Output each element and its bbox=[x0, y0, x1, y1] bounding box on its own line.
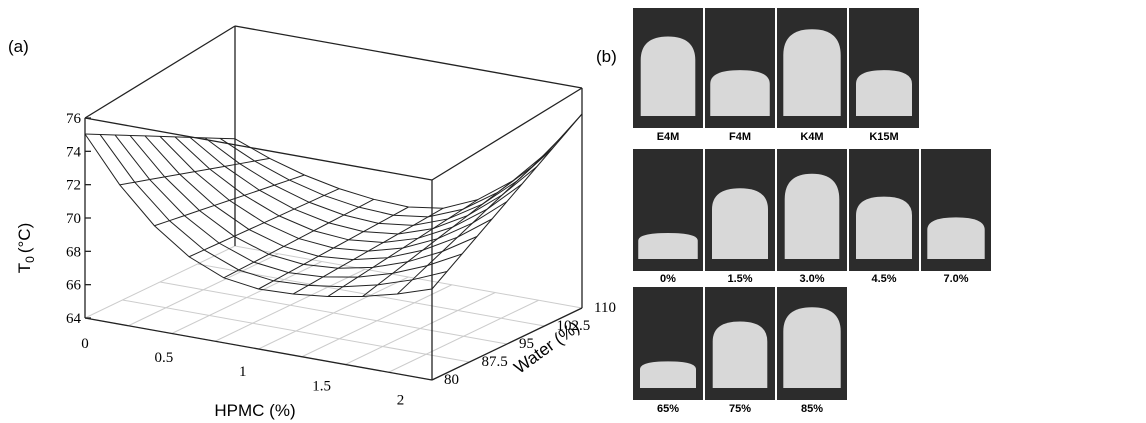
box-edge bbox=[85, 318, 432, 380]
z-subscript: 0 bbox=[23, 256, 37, 263]
bread-slice bbox=[856, 197, 912, 259]
bread-slice bbox=[640, 361, 696, 388]
photo-caption: 7.0% bbox=[943, 273, 968, 285]
floor-grid-line bbox=[160, 282, 507, 344]
floor-grid-line bbox=[123, 300, 470, 362]
z-tick-label: 72 bbox=[66, 178, 81, 194]
surface-line bbox=[397, 152, 547, 294]
bread-slice bbox=[641, 36, 696, 116]
photo-caption: 75% bbox=[729, 403, 751, 415]
box-edge bbox=[235, 26, 582, 88]
z-tick-label: 74 bbox=[66, 144, 82, 160]
surface-line bbox=[235, 114, 582, 208]
z-symbol: T bbox=[15, 263, 34, 273]
surface-line bbox=[363, 181, 513, 296]
bread-slice bbox=[927, 217, 984, 259]
bread-slice bbox=[712, 188, 768, 259]
surface-line bbox=[432, 114, 582, 289]
z-unit: (°C) bbox=[15, 223, 34, 253]
z-tick-label: 66 bbox=[66, 278, 82, 294]
x-tick-label: 0 bbox=[81, 336, 89, 352]
y-tick-label: 110 bbox=[594, 300, 616, 316]
bread-slice bbox=[710, 70, 770, 116]
photo-caption: K4M bbox=[800, 131, 823, 143]
y-tick-label: 80 bbox=[444, 372, 459, 388]
x-axis-label: HPMC (%) bbox=[214, 401, 295, 420]
photo-caption: E4M bbox=[657, 131, 680, 143]
surface-line bbox=[328, 200, 478, 297]
x-tick-label: 0.5 bbox=[154, 350, 173, 366]
surface-line bbox=[175, 137, 522, 243]
photo-caption: 1.5% bbox=[727, 273, 752, 285]
y-tick-label: 87.5 bbox=[482, 354, 508, 370]
x-tick-label: 1 bbox=[239, 364, 247, 380]
x-tick-label: 2 bbox=[397, 392, 405, 408]
box-edge bbox=[85, 118, 432, 180]
bread-slice bbox=[785, 174, 840, 259]
photo-caption: 65% bbox=[657, 403, 679, 415]
z-axis-label: T0 (°C) bbox=[15, 223, 37, 273]
panel-a-label: (a) bbox=[8, 37, 29, 56]
panel-b-label: (b) bbox=[596, 47, 617, 66]
bread-slice bbox=[856, 70, 912, 116]
photo-caption: 3.0% bbox=[799, 273, 824, 285]
y-tick-label: 95 bbox=[519, 336, 534, 352]
box-edge bbox=[85, 26, 235, 118]
photo-caption: 85% bbox=[801, 403, 823, 415]
bread-slice bbox=[638, 233, 698, 259]
photo-grid: E4M F4M K4M K15M 0% 1.5% 3.0% 4.5% 7.0% 65% 75% 85% bbox=[633, 8, 991, 415]
floor-grid-line bbox=[235, 246, 582, 308]
box-edge bbox=[432, 88, 582, 180]
z-tick-label: 68 bbox=[66, 244, 81, 260]
z-tick-label: 76 bbox=[66, 111, 82, 127]
bread-slice bbox=[783, 29, 840, 116]
figure: (a) (b) T0(°C) HPMC (%) Water (%) 646668… bbox=[0, 0, 1146, 423]
photo-caption: F4M bbox=[729, 131, 751, 143]
bread-slice bbox=[713, 322, 768, 389]
photo-caption: 0% bbox=[660, 273, 676, 285]
y-tick-label: 102.5 bbox=[557, 318, 591, 334]
photo-caption: 4.5% bbox=[871, 273, 896, 285]
z-tick-label: 64 bbox=[66, 311, 82, 327]
surface-line bbox=[160, 136, 507, 251]
z-tick-label: 70 bbox=[66, 211, 81, 227]
photo-caption: K15M bbox=[869, 131, 898, 143]
bread-slice bbox=[783, 307, 840, 388]
x-tick-label: 1.5 bbox=[312, 378, 331, 394]
